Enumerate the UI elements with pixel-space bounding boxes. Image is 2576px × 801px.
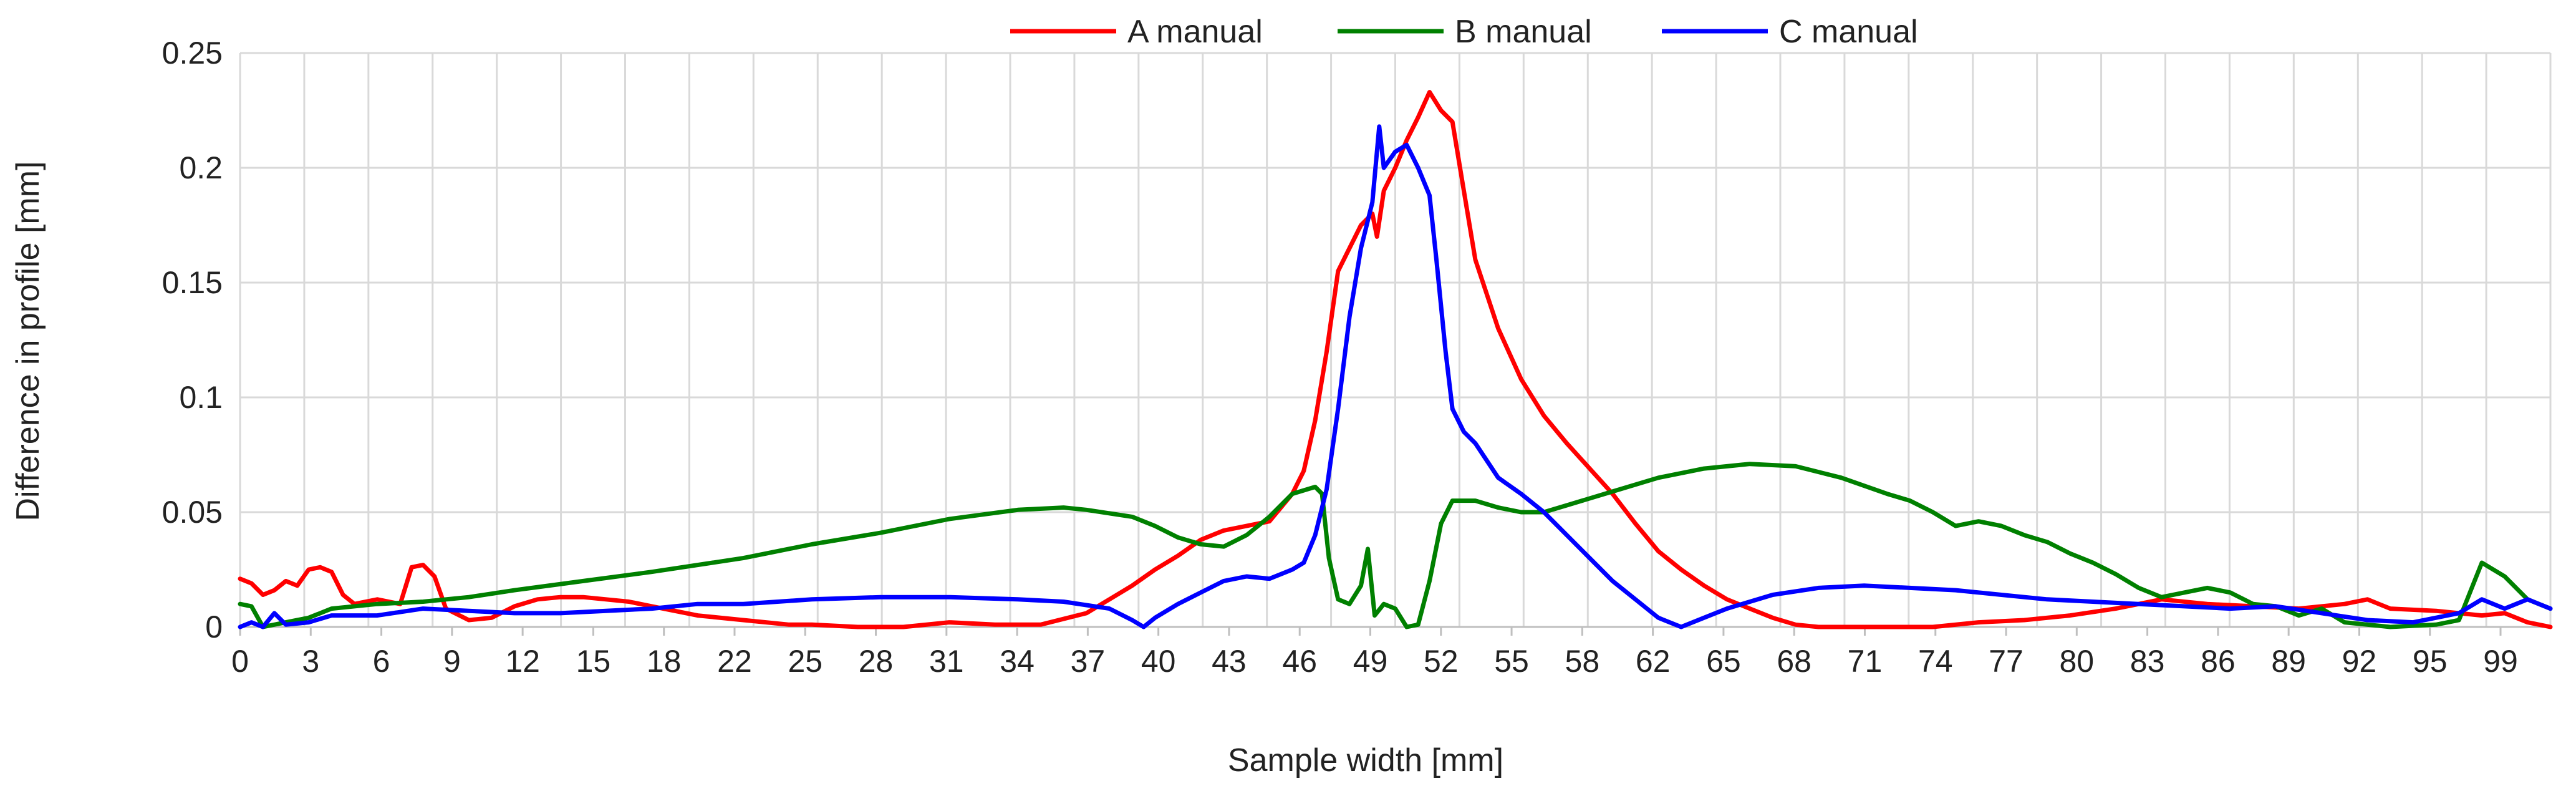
x-tick-label: 52 [1424,644,1459,679]
x-tick-label: 86 [2201,644,2236,679]
y-tick-label: 0.1 [179,380,223,415]
x-tick-label: 40 [1141,644,1176,679]
x-tick-label: 12 [505,644,540,679]
x-tick-label: 58 [1565,644,1600,679]
legend-label: B manual [1455,14,1592,50]
x-tick-label: 0 [231,644,249,679]
x-tick-label: 71 [1848,644,1883,679]
x-tick-label: 15 [576,644,611,679]
x-tick-label: 65 [1706,644,1741,679]
x-tick-label: 6 [373,644,390,679]
x-tick-label: 22 [717,644,752,679]
legend-label: C manual [1779,14,1918,50]
axes: 0 0.05 0.1 0.15 0.2 0.25 0 3 6 9 12 15 18 22 25 28 31 34 3… [162,36,2550,679]
y-tick-label: 0.25 [162,36,223,70]
y-tick-label: 0.15 [162,265,223,300]
x-tick-label: 31 [929,644,964,679]
y-tick-label: 0.05 [162,495,223,530]
x-tick-label: 74 [1918,644,1953,679]
x-tick-label: 77 [1989,644,2024,679]
x-tick-label: 37 [1071,644,1106,679]
x-tick-label: 89 [2271,644,2306,679]
series-line-c-manual [238,124,2553,629]
x-tick-label: 34 [1000,644,1035,679]
x-tick-label: 95 [2413,644,2448,679]
y-axis-title: Difference in profile [mm] [10,161,46,521]
x-tick-label: 3 [302,644,319,679]
y-tick-label: 0.2 [179,150,223,185]
x-tick-label: 49 [1353,644,1388,679]
x-tick-label: 25 [788,644,822,679]
legend: A manual B manual C manual [1010,14,1918,50]
grid [239,52,2552,628]
x-tick-label: 28 [859,644,894,679]
series-line-b-manual [238,462,2553,629]
x-axis-title: Sample width [mm] [1228,742,1503,779]
x-tick-label: 62 [1636,644,1671,679]
series-lines [238,90,2553,629]
x-tick-label: 9 [443,644,461,679]
legend-label: A manual [1127,14,1263,50]
x-tick-label: 55 [1494,644,1529,679]
x-tick-label: 43 [1212,644,1247,679]
x-tick-label: 99 [2483,644,2518,679]
y-tick-label: 0 [205,609,223,644]
x-tick-label: 68 [1777,644,1811,679]
x-tick-label: 80 [2060,644,2095,679]
x-tick-label: 83 [2130,644,2165,679]
x-tick-label: 92 [2342,644,2377,679]
x-tick-label: 46 [1282,644,1317,679]
x-tick-label: 18 [647,644,682,679]
